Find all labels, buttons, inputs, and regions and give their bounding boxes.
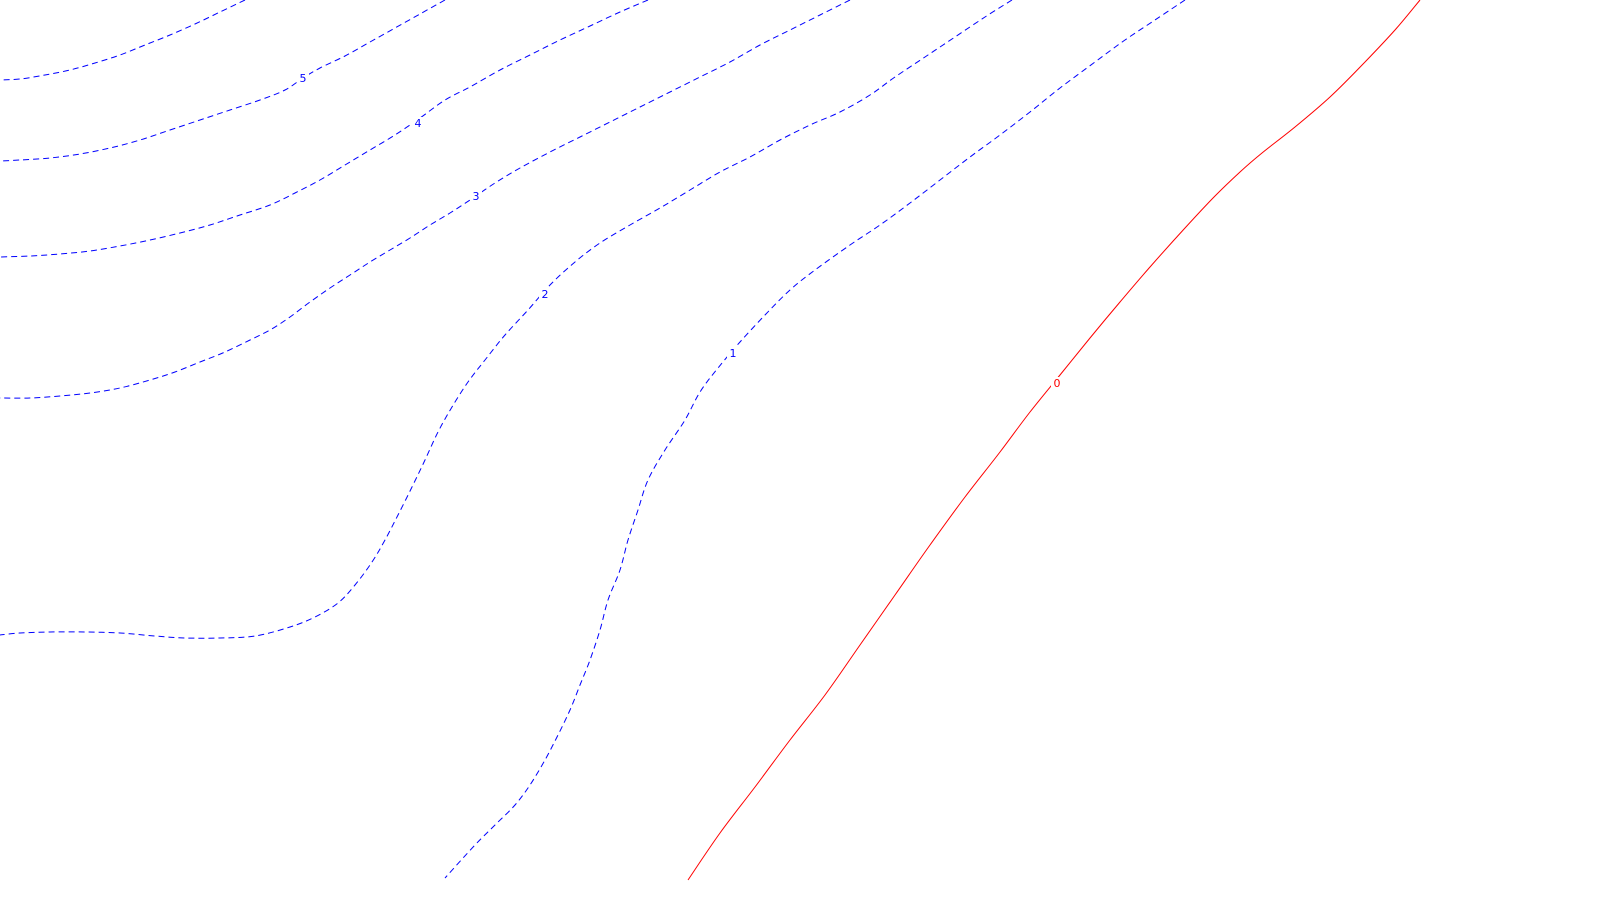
contour-line-level-1 (444, 0, 1186, 879)
contour-line-level-2 (0, 0, 1013, 639)
contour-line-level-6 (0, 0, 246, 81)
contour-label-2: 2 (542, 288, 549, 301)
contour-label-background (470, 190, 482, 204)
contour-label-background (727, 347, 739, 361)
contour-label-1: 1 (730, 347, 737, 360)
contour-label-4: 4 (415, 117, 422, 130)
contour-label-background (297, 72, 309, 86)
contour-label-3: 3 (473, 190, 480, 203)
contour-line-level-5 (0, 0, 446, 162)
contour-label-background (539, 288, 551, 302)
contour-lines (0, 0, 1421, 881)
contour-line-level-0 (687, 0, 1421, 881)
contour-line-level-3 (0, 0, 851, 399)
contour-labels: 0 1 2 3 4 5 (297, 72, 1063, 391)
contour-label-0: 0 (1054, 377, 1061, 390)
contour-line-level-4 (0, 0, 649, 258)
contour-label-background (412, 117, 424, 131)
contour-label-background (1051, 377, 1063, 391)
contour-label-5: 5 (300, 72, 307, 85)
